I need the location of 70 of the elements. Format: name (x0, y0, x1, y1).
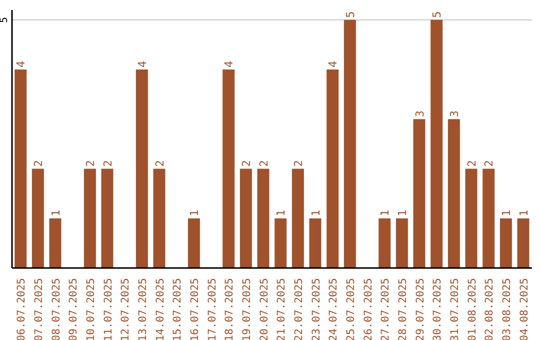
bar (309, 218, 322, 268)
data-label: 1 (396, 210, 409, 216)
bar (344, 20, 356, 268)
data-label: 1 (378, 210, 392, 216)
bar (257, 168, 270, 268)
data-label: 2 (101, 160, 114, 167)
data-label: 4 (326, 60, 340, 68)
bar (49, 218, 62, 268)
data-label: 2 (32, 160, 45, 167)
x-tick-label: 21.07.2025 (276, 278, 288, 340)
x-tick-label: 17.07.2025 (206, 278, 218, 340)
bar (274, 218, 287, 268)
bar (517, 218, 530, 268)
bar (240, 168, 252, 268)
x-tick-label: 12.07.2025 (120, 278, 132, 340)
data-label: 4 (136, 60, 149, 68)
bar (448, 119, 460, 268)
bar (153, 168, 166, 268)
bar (326, 70, 339, 268)
x-tick-label: 28.07.2025 (397, 278, 409, 340)
data-label: 3 (413, 110, 426, 118)
x-tick-label: 14.07.2025 (154, 278, 166, 340)
x-tick-label: 19.07.2025 (241, 278, 253, 340)
data-label: 4 (14, 60, 28, 68)
bar (14, 70, 27, 268)
data-label: 1 (274, 210, 288, 216)
data-label: 1 (309, 210, 322, 216)
data-label: 2 (84, 160, 97, 167)
bar (188, 218, 200, 268)
x-tick-label: 25.07.2025 (345, 278, 357, 340)
bar (292, 168, 304, 268)
bar (465, 168, 478, 268)
data-label: 2 (465, 160, 478, 167)
bar (378, 218, 391, 268)
data-label: 4 (222, 60, 236, 68)
data-label: 1 (517, 210, 530, 216)
bar (396, 218, 408, 268)
x-tick-label: 22.07.2025 (293, 278, 305, 340)
x-tick-label: 18.07.2025 (224, 278, 236, 340)
bar (500, 218, 512, 268)
x-tick-label: 24.07.2025 (328, 278, 340, 340)
data-label: 2 (482, 160, 496, 167)
bar (84, 168, 96, 268)
x-tick-label: 10.07.2025 (85, 278, 97, 340)
bar (482, 168, 495, 268)
data-label: 2 (292, 160, 305, 167)
bar (32, 168, 44, 268)
x-tick-label: 16.07.2025 (189, 278, 201, 340)
data-label: 2 (257, 160, 270, 167)
x-tick-label: 26.07.2025 (362, 278, 374, 340)
bar (430, 20, 443, 268)
data-label: 1 (188, 210, 201, 216)
x-tick-label: 27.07.2025 (380, 278, 392, 340)
data-label: 5 (430, 11, 444, 18)
x-tick-label: 29.07.2025 (414, 278, 426, 340)
data-label: 1 (49, 210, 62, 216)
data-label: 2 (240, 160, 253, 167)
x-tick-label: 15.07.2025 (172, 278, 184, 340)
x-tick-label: 13.07.2025 (137, 278, 149, 340)
bar (136, 70, 148, 268)
x-tick-label: 11.07.2025 (102, 278, 114, 340)
data-label: 3 (448, 110, 461, 118)
bar (413, 119, 426, 268)
data-label: 2 (153, 160, 166, 167)
bar (222, 70, 235, 268)
x-tick-label: 20.07.2025 (258, 278, 270, 340)
data-label: 5 (344, 11, 357, 18)
bar (101, 168, 114, 268)
x-tick-label: 23.07.2025 (310, 278, 322, 340)
data-label: 1 (500, 210, 513, 216)
